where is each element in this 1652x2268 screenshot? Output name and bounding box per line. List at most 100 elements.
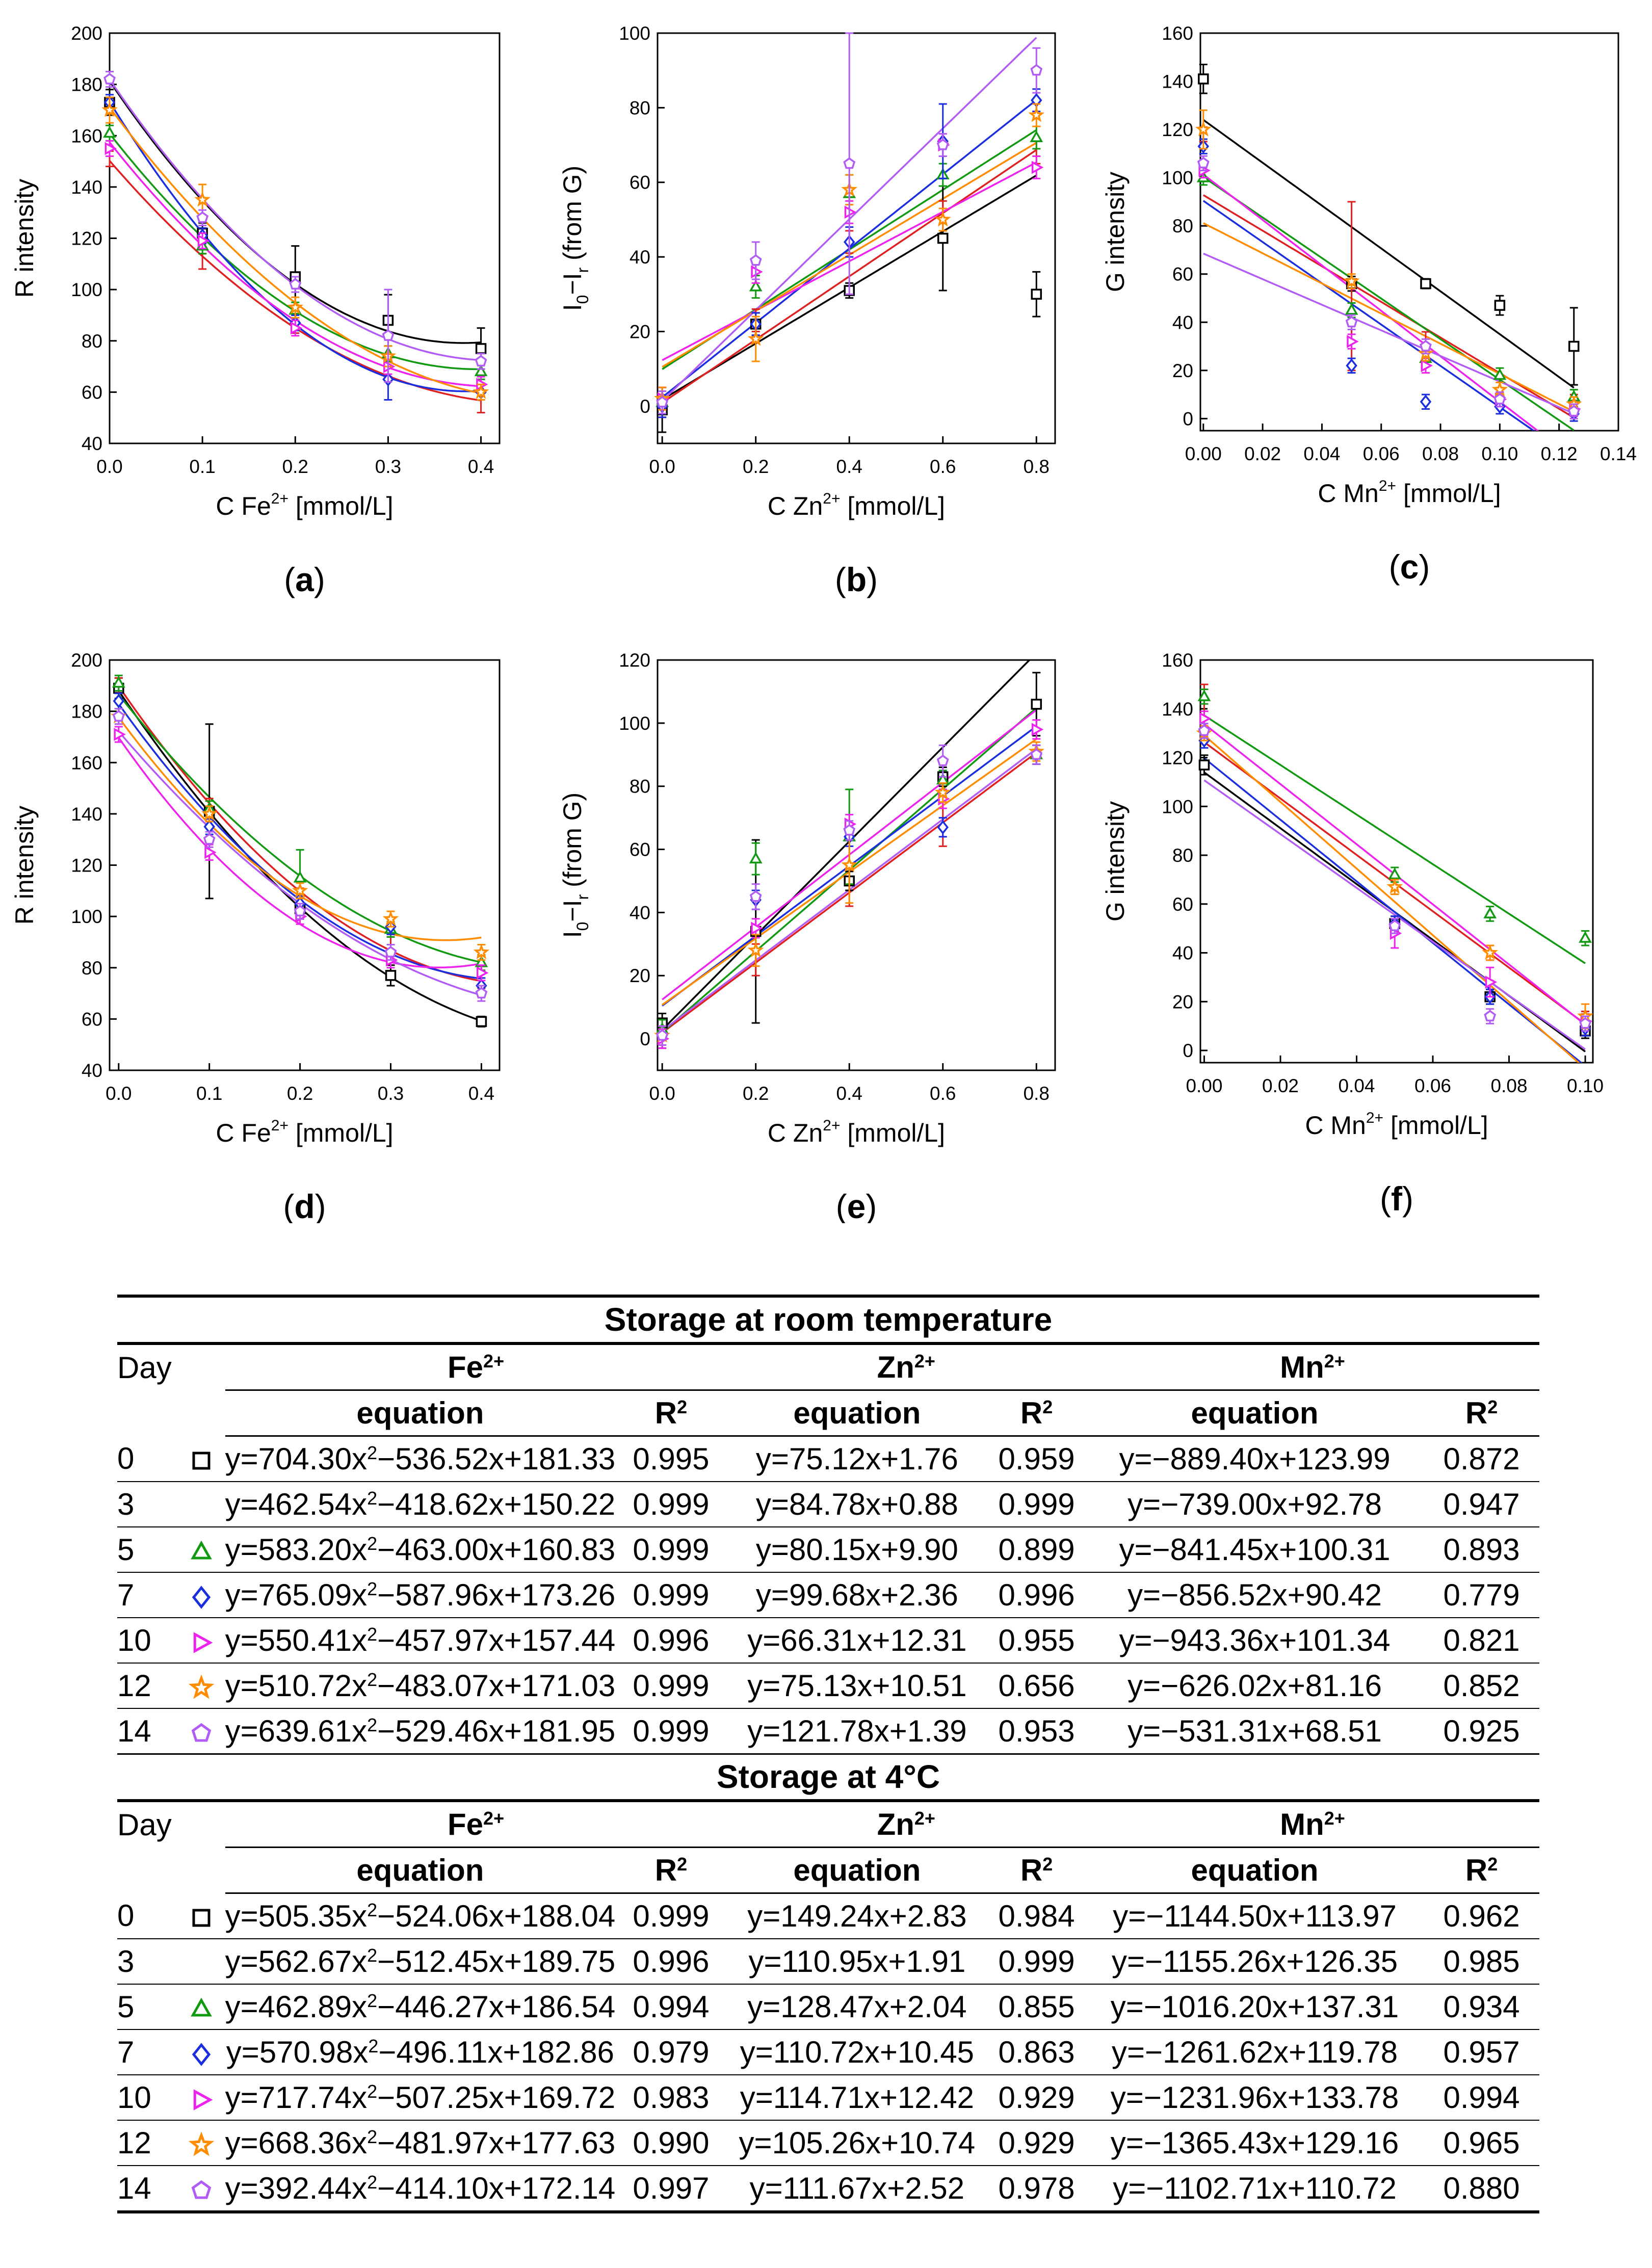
x-tick-label: 0.3 [378, 1083, 404, 1104]
y-tick-label: 0 [640, 396, 650, 417]
x-tick-label: 0.2 [743, 1083, 769, 1104]
x-tick-label: 0.2 [282, 456, 308, 477]
legend-marker-square-icon [192, 1452, 211, 1470]
fit-line-day-7 [1202, 200, 1535, 431]
x-tick-label: 0.0 [96, 456, 122, 477]
marker-cell [177, 1481, 225, 1527]
zn-equation: y=110.95x+1.91 [726, 1938, 988, 1984]
y-tick-label: 20 [630, 321, 650, 342]
zn-equation: y=110.72x+10.45 [726, 2029, 988, 2075]
zn-r2: 0.855 [987, 1984, 1086, 2029]
x-tick-label: 0.1 [189, 456, 215, 477]
fe-r2: 0.999 [615, 1526, 727, 1572]
x-tick-label: 0.02 [1244, 443, 1281, 464]
day-header: Day [117, 1807, 172, 1842]
section-title-row: Storage at 4°C [117, 1753, 1539, 1802]
zn-r2: 0.863 [987, 2029, 1086, 2075]
table-row: 5 y=462.89x2−446.27x+186.54 0.994 y=128.47x… [117, 1984, 1539, 2029]
fit-line-day-5 [1203, 715, 1586, 964]
fe-r2: 0.999 [615, 1481, 727, 1527]
zn-equation: y=128.47x+2.04 [726, 1984, 988, 2029]
data-point-day-14 [656, 395, 669, 408]
x-tick-label: 0.08 [1422, 443, 1459, 464]
x-tick-label: 0.0 [106, 1083, 132, 1104]
y-tick-label: 60 [630, 839, 650, 860]
chart-panel-f: 0.00 0.02 0.04 0.06 0.08 0.10 0 20 40 60 80 100 120 1… [1101, 650, 1604, 1218]
data-point-day-12 [1343, 273, 1360, 288]
data-point-day-5 [474, 364, 488, 377]
data-point-day-14 [843, 824, 856, 836]
x-tick-label: 0.1 [196, 1083, 222, 1104]
r2-header: R2 [1424, 1847, 1539, 1894]
x-tick-label: 0.06 [1414, 1075, 1451, 1096]
marker-cell [177, 1893, 225, 1939]
charts-svg: 0.0 0.1 0.2 0.3 0.4406080100120140160180200C… [10, 23, 1637, 1225]
y-tick-label: 120 [1162, 748, 1193, 769]
marker-cell [177, 1526, 225, 1572]
x-tick-label: 0.3 [375, 456, 401, 477]
data-point-day-0 [1031, 288, 1042, 300]
y-tick-label: 20 [630, 965, 650, 986]
x-tick-label: 0.14 [1600, 443, 1637, 464]
ion-header-fe: Fe2+ [225, 1343, 727, 1391]
legend-marker-triangle-right-icon [193, 2089, 213, 2111]
x-tick-label: 0.12 [1541, 443, 1578, 464]
data-point-day-10 [1199, 712, 1212, 725]
zn-r2: 0.953 [987, 1708, 1086, 1754]
plot-frame [657, 32, 1056, 444]
fit-line-day-0 [1202, 119, 1575, 389]
data-point-day-7 [113, 694, 125, 708]
fit-line-day-3 [118, 685, 482, 982]
mn-equation: y=−889.40x+123.99 [1119, 1442, 1391, 1476]
y-tick-label: 0 [640, 1028, 650, 1049]
y-tick-label: 40 [630, 902, 650, 923]
x-tick-label: 0.04 [1303, 443, 1340, 464]
zn-r2: 0.999 [987, 1481, 1086, 1527]
fe-r2: 0.999 [615, 1663, 727, 1708]
zn-r2: 0.929 [987, 2074, 1086, 2120]
equation-header: equation [225, 1847, 616, 1894]
x-tick-label: 0.4 [468, 1083, 494, 1104]
data-point-day-12 [934, 784, 951, 800]
y-axis-label: R intensity [10, 179, 39, 298]
data-point-day-0 [1568, 340, 1580, 352]
mn-r2: 0.872 [1443, 1442, 1520, 1476]
marker-cell [177, 1572, 225, 1618]
mn-equation: y=−626.02x+81.16 [1085, 1663, 1424, 1708]
r2-header: R2 [615, 1390, 727, 1437]
data-point-day-7 [1420, 394, 1432, 409]
y-tick-label: 140 [1162, 71, 1193, 92]
ion-header-mn: Mn2+ [1085, 1801, 1539, 1848]
mn-r2: 0.934 [1424, 1984, 1539, 2029]
fe-equation: y=704.30x2−536.52x+181.33 [225, 1442, 616, 1476]
panel-label: (e) [836, 1188, 877, 1223]
data-point-day-10 [204, 846, 217, 859]
data-point-day-14 [656, 1029, 669, 1041]
table-row: 7 y=570.98x2−496.11x+182.86 0.979 y=110.72x… [117, 2029, 1539, 2075]
legend-marker-circle-icon [187, 1949, 216, 1978]
mn-equation: y=−1016.20x+137.31 [1085, 1984, 1424, 2029]
data-point-day-14 [1493, 393, 1506, 405]
y-tick-label: 120 [1162, 119, 1193, 140]
fe-equation: y=550.41x2−457.97x+157.44 [225, 1617, 616, 1663]
r2-header: R2 [615, 1847, 727, 1894]
spacer-cell [177, 1343, 225, 1390]
fe-equation: y=505.35x2−524.06x+188.04 [225, 1899, 616, 1933]
panel-label: (b) [835, 561, 878, 598]
ion-header-zn: Zn2+ [726, 1801, 1086, 1848]
data-point-day-12 [841, 856, 858, 872]
table-row: 3 y=462.54x2−418.62x+150.22 0.999 y=84.78x+… [117, 1481, 1539, 1527]
section-title-row: Storage at room temperature [117, 1295, 1539, 1345]
day-cell: 12 [117, 1663, 178, 1708]
y-tick-label: 80 [82, 958, 102, 979]
x-tick-label: 0.0 [649, 1083, 675, 1104]
fe-r2: 0.995 [633, 1442, 710, 1476]
x-tick-label: 0.4 [836, 456, 862, 477]
mn-r2: 0.985 [1424, 1938, 1539, 1984]
fit-line-day-7 [118, 703, 482, 980]
fe-equation: y=765.09x2−587.96x+173.26 [225, 1572, 616, 1618]
data-point-day-10 [751, 921, 763, 935]
column-header-row: equation R2 equation R2 equation R2 [117, 1390, 1539, 1437]
fe-equation: y=639.61x2−529.46x+181.95 [225, 1708, 616, 1754]
x-tick-label: 0.2 [743, 456, 769, 477]
